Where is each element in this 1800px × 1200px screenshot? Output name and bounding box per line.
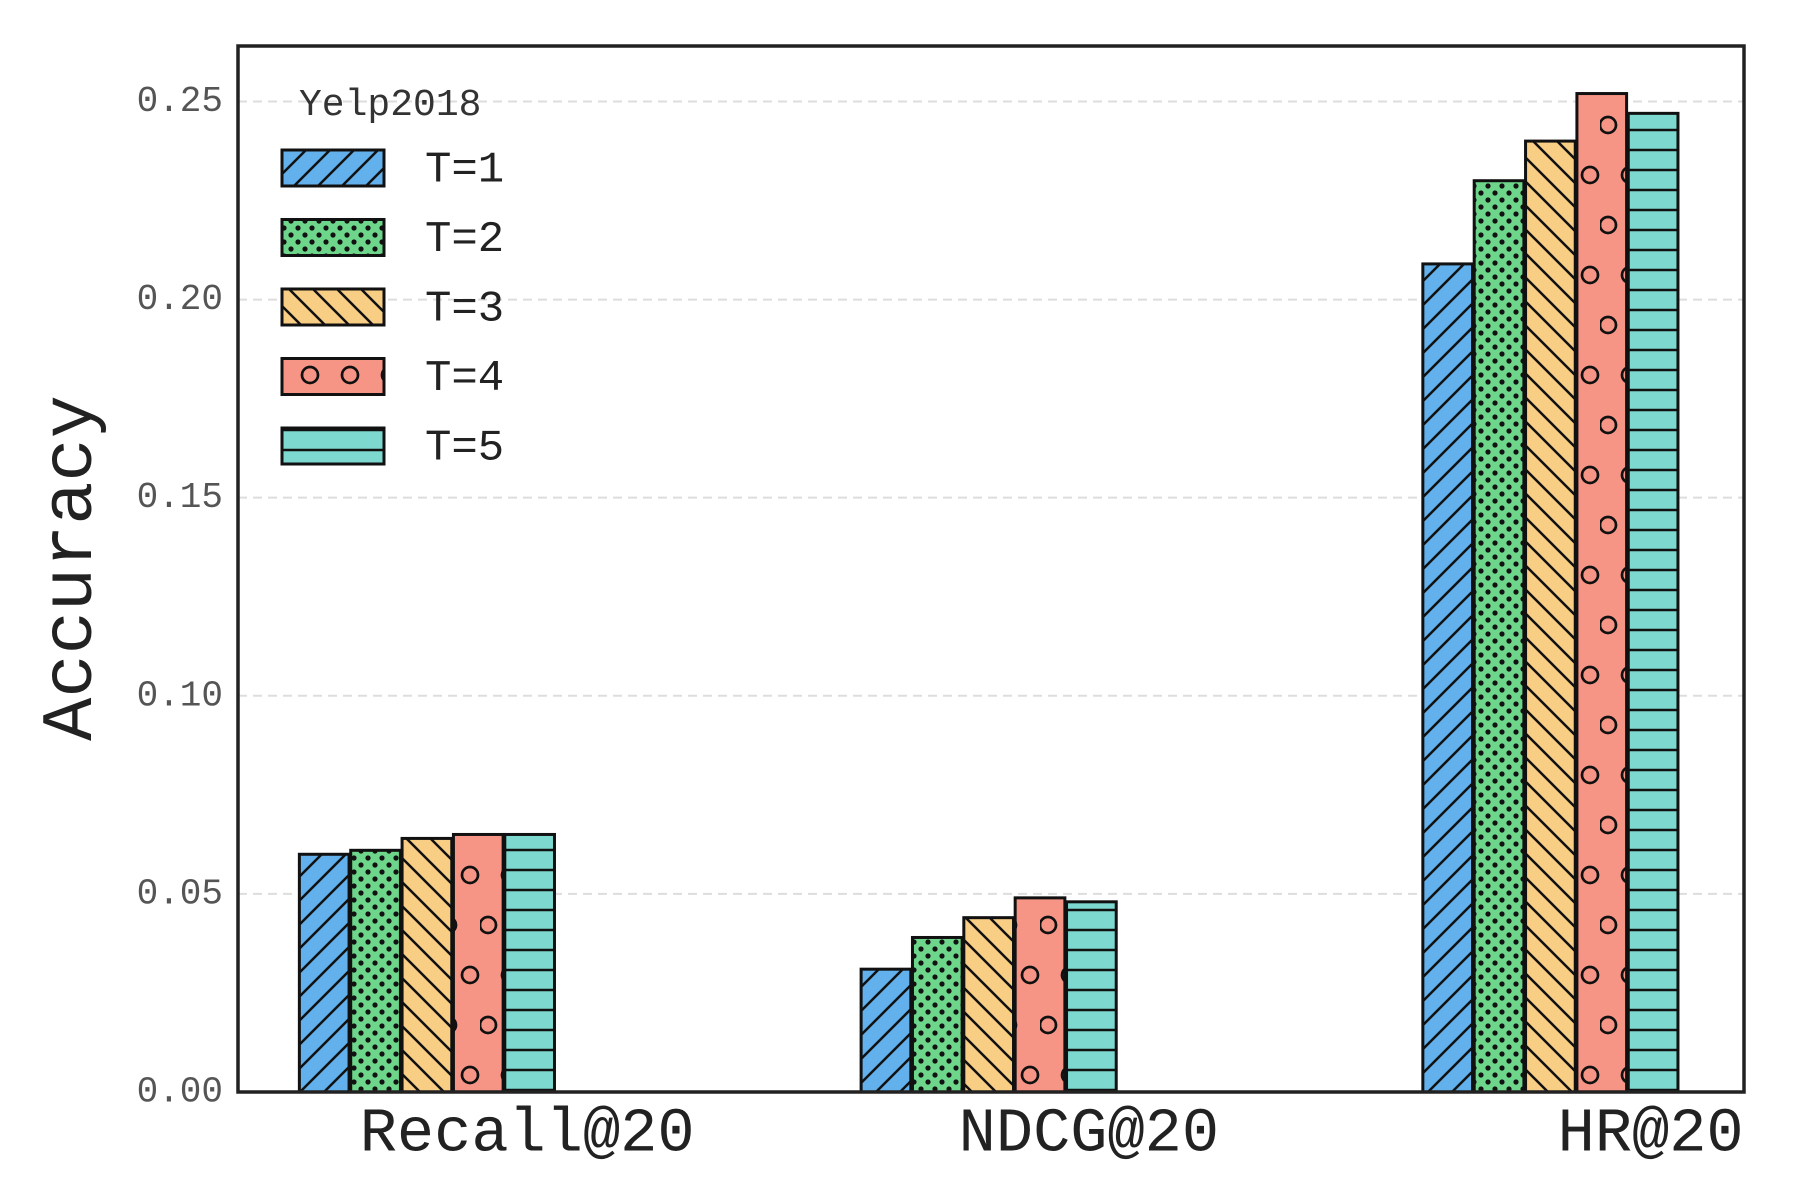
legend-swatch [280,218,386,257]
x-tick-label: HR@20 [1558,1098,1744,1169]
legend-swatch [280,426,386,466]
y-tick-label: 0.20 [137,279,223,320]
bar [349,848,402,1094]
y-tick-label: 0.05 [137,873,223,914]
bar [451,832,505,1094]
legend-swatch [280,287,386,327]
y-tick-label: 0.10 [137,675,223,716]
legend-label: T=1 [425,146,504,196]
legend-label: T=3 [425,285,504,335]
legend-swatch [280,148,386,188]
bar [503,832,556,1094]
bar [1013,896,1067,1094]
bar [297,852,351,1094]
legend-title: Yelp2018 [299,84,481,127]
bar [910,935,964,1094]
bar [1065,900,1118,1094]
bar [1575,92,1629,1094]
bar [962,916,1016,1094]
y-tick-label: 0.00 [137,1072,223,1113]
plot-frame [236,44,1746,1094]
legend-swatch [280,357,386,396]
bar [1421,262,1475,1094]
x-tick-label: Recall@20 [360,1098,695,1169]
legend-label: T=2 [425,215,504,265]
legend-label: T=5 [425,424,504,474]
y-tick-label: 0.25 [137,81,223,122]
bar [1524,139,1577,1094]
legend-label: T=4 [425,354,504,404]
x-tick-label: NDCG@20 [959,1098,1219,1169]
bar [400,836,454,1094]
y-tick-label: 0.15 [137,477,223,518]
bar [1472,179,1526,1094]
bar [1626,111,1680,1094]
y-axis-label: Accuracy [31,395,113,741]
bar [859,967,913,1094]
